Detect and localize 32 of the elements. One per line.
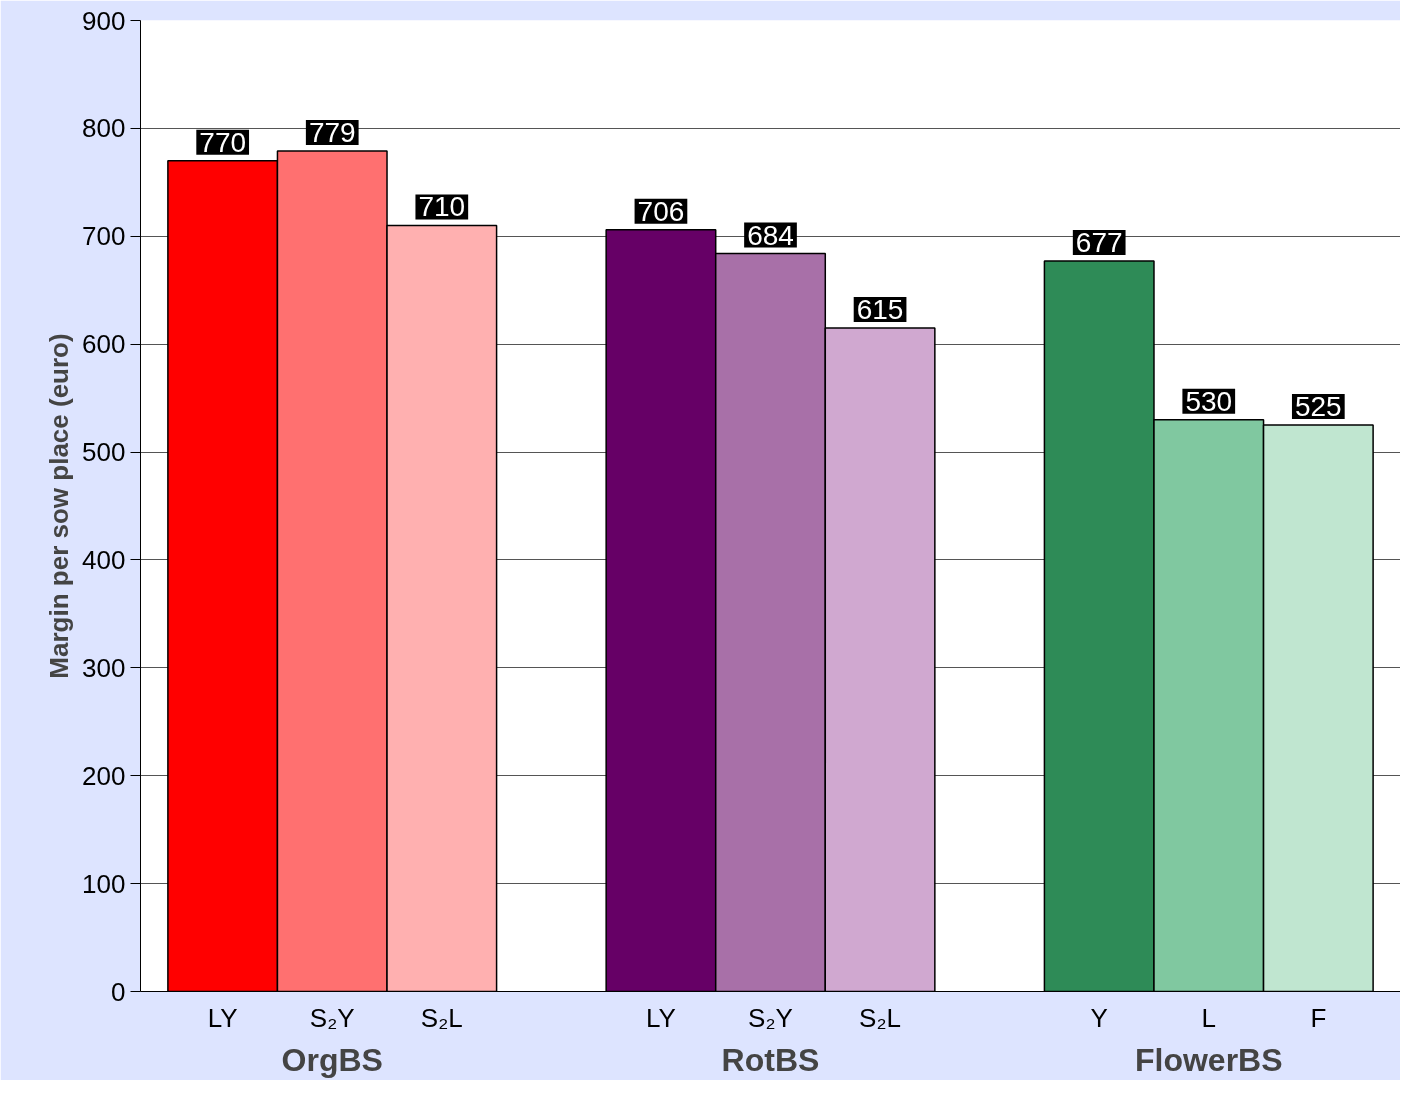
x-tick-label: S₂L — [859, 1002, 902, 1033]
y-tick-label: 600 — [82, 329, 126, 360]
y-axis-title: Margin per sow place (euro) — [44, 333, 75, 679]
data-label: 779 — [308, 117, 356, 149]
x-tick-label: LY — [646, 1002, 676, 1033]
data-label: 706 — [637, 195, 685, 227]
text: OrgBS — [281, 1041, 383, 1078]
data-label: 710 — [418, 191, 466, 223]
text: RotBS — [721, 1041, 820, 1078]
y-tick-label: 400 — [82, 544, 126, 575]
x-tick-label: F — [1310, 1002, 1327, 1033]
x-tick-label: L — [1201, 1002, 1216, 1033]
x-tick-label: S₂L — [420, 1002, 463, 1033]
y-tick-label: 900 — [82, 5, 126, 36]
data-label: 615 — [856, 293, 904, 325]
data-label: 770 — [199, 126, 247, 158]
data-label: 677 — [1075, 227, 1123, 259]
x-tick-label: S₂Y — [748, 1002, 793, 1033]
y-tick-label: 500 — [82, 437, 126, 468]
x-tick-label: Y — [1090, 1002, 1108, 1033]
data-label: 530 — [1185, 385, 1233, 417]
y-tick-label: 800 — [82, 113, 126, 144]
y-tick-label: 100 — [82, 868, 126, 899]
x-tick-label: LY — [207, 1002, 238, 1033]
data-label: 684 — [747, 219, 794, 251]
y-tick-label: 700 — [82, 221, 126, 252]
y-tick-label: 200 — [82, 760, 126, 791]
x-tick-label: S₂Y — [309, 1002, 355, 1033]
text: FlowerBS — [1134, 1041, 1283, 1078]
y-tick-label: 300 — [82, 652, 126, 683]
data-label: 525 — [1294, 391, 1342, 423]
y-tick-label: 0 — [111, 976, 126, 1007]
